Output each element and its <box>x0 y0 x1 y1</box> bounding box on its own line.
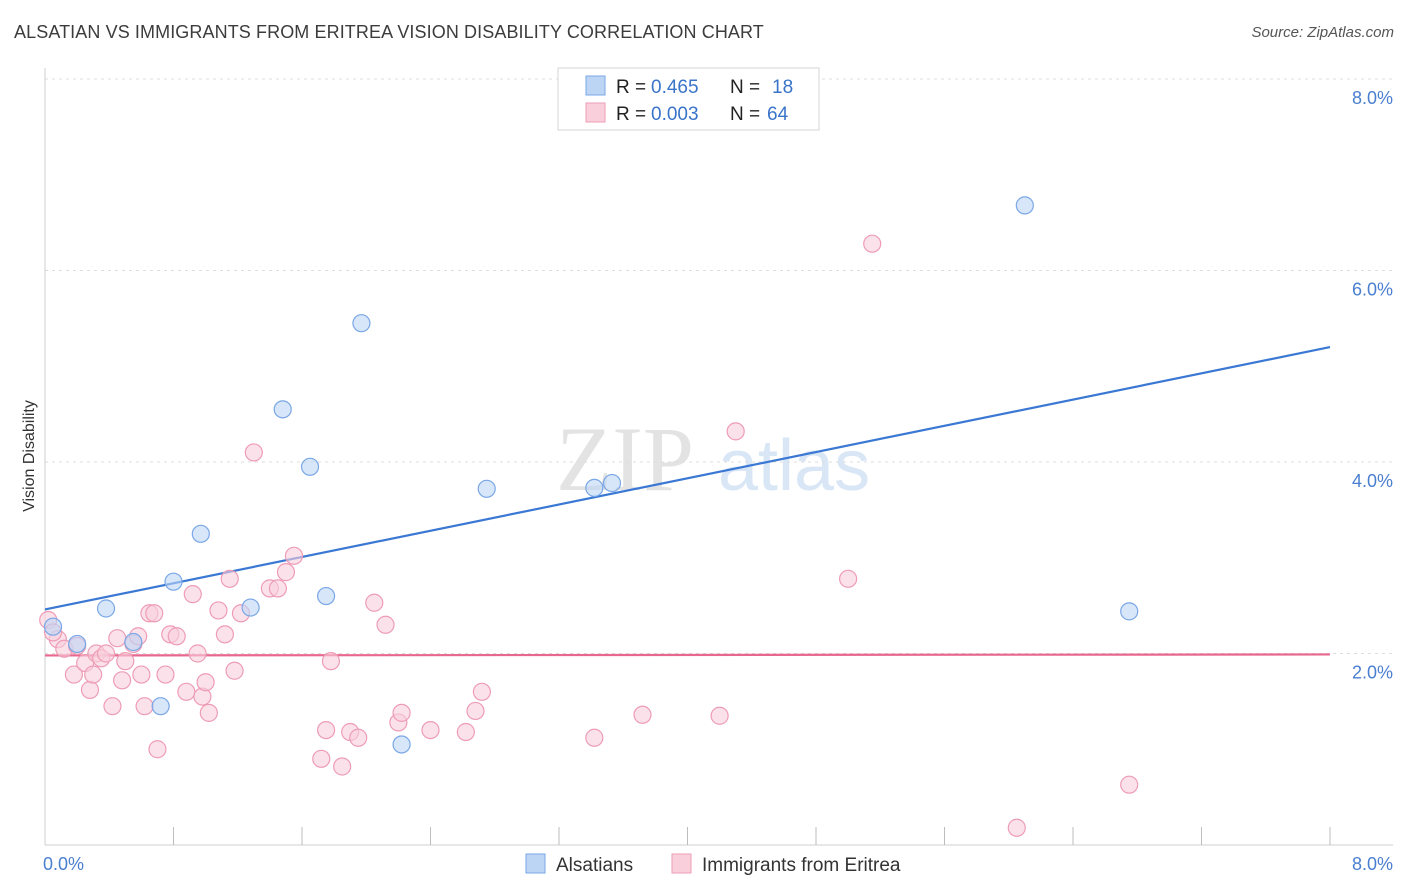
bottom-legend-swatch-alsatians <box>525 853 546 874</box>
eritrea-point-60 <box>1007 818 1026 837</box>
legend-n-value-1: 18 <box>772 77 793 98</box>
eritrea-point-43 <box>333 757 352 776</box>
eritrea-point-59 <box>863 234 882 253</box>
eritrea-point-37 <box>268 579 288 598</box>
eritrea-point-31 <box>215 625 234 644</box>
eritrea-point-30 <box>209 601 228 620</box>
eritrea-point-21 <box>156 665 175 684</box>
alsatian-point-13 <box>477 479 496 498</box>
eritrea-point-35 <box>244 443 263 462</box>
watermark-zip: ZIP <box>556 408 694 510</box>
source-label: Source: ZipAtlas.com <box>1251 24 1394 41</box>
alsatian-point-12 <box>392 735 411 754</box>
y-tick-label-3: 8.0% <box>1352 88 1393 108</box>
eritrea-point-24 <box>177 682 196 701</box>
y-tick-labels: 2.0% 4.0% 6.0% 8.0% <box>1352 88 1393 683</box>
alsatian-point-7 <box>241 598 260 617</box>
legend-swatch-eritrea <box>585 102 606 123</box>
eritrea-point-10 <box>96 644 116 663</box>
top-legend: R = 0.465 N = 18 R = 0.003 N = 64 <box>557 67 820 131</box>
eritrea-point-63 <box>112 671 132 690</box>
x-tick-label-0: 0.0% <box>43 854 84 874</box>
alsatian-point-17 <box>1120 602 1139 621</box>
legend-r-label-1: R = <box>616 77 646 98</box>
legend-n-label-1: N = <box>730 77 760 98</box>
eritrea-point-45 <box>349 728 368 747</box>
eritrea-point-28 <box>196 673 215 692</box>
trend-line-alsatians <box>44 346 1331 611</box>
data-points <box>39 196 1139 837</box>
eritrea-point-23 <box>167 627 186 646</box>
eritrea-point-20 <box>148 740 167 759</box>
eritrea-point-13 <box>116 652 135 671</box>
eritrea-point-11 <box>103 697 122 716</box>
bottom-legend-eritrea: Immigrants from Eritrea <box>702 855 901 876</box>
bottom-legend: Alsatians Immigrants from Eritrea <box>525 853 901 876</box>
bottom-legend-swatch-eritrea <box>671 853 692 874</box>
eritrea-point-46 <box>365 593 384 612</box>
alsatian-point-5 <box>164 572 183 591</box>
legend-r-value-1: 0.465 <box>651 77 699 98</box>
eritrea-point-58 <box>839 569 858 588</box>
eritrea-point-47 <box>376 615 395 634</box>
eritrea-point-7 <box>84 665 103 684</box>
eritrea-point-56 <box>710 706 729 725</box>
alsatian-point-15 <box>602 473 622 493</box>
legend-n-value-2: 64 <box>767 104 789 125</box>
eritrea-point-12 <box>108 629 127 648</box>
eritrea-point-57 <box>726 422 745 441</box>
eritrea-point-38 <box>276 563 296 582</box>
alsatian-point-3 <box>124 632 143 652</box>
alsatian-point-1 <box>68 634 87 654</box>
alsatian-point-8 <box>273 400 292 419</box>
trend-lines <box>44 346 1331 657</box>
eritrea-point-50 <box>421 720 440 740</box>
alsatian-point-10 <box>316 586 336 606</box>
eritrea-point-16 <box>132 665 151 684</box>
y-tick-label-2: 6.0% <box>1352 280 1393 300</box>
legend-swatch-alsatians <box>585 75 606 96</box>
eritrea-point-49 <box>392 703 411 722</box>
alsatian-point-0 <box>43 617 63 636</box>
eritrea-point-40 <box>312 749 331 768</box>
alsatian-point-16 <box>1015 196 1034 215</box>
alsatian-point-2 <box>96 599 116 618</box>
y-tick-label-1: 4.0% <box>1352 471 1393 491</box>
eritrea-point-25 <box>183 585 202 604</box>
eritrea-point-54 <box>585 728 604 747</box>
eritrea-point-26 <box>188 644 207 663</box>
alsatian-point-6 <box>191 524 210 543</box>
trend-line-eritrea <box>44 653 1331 657</box>
alsatian-point-4 <box>151 697 170 716</box>
legend-n-label-2: N = <box>730 104 760 125</box>
axes <box>44 68 1393 846</box>
eritrea-point-6 <box>80 680 100 699</box>
legend-r-label-2: R = <box>616 104 646 125</box>
eritrea-point-17 <box>135 697 154 716</box>
eritrea-point-52 <box>466 701 485 721</box>
y-tick-label-0: 2.0% <box>1352 663 1393 683</box>
alsatian-point-11 <box>352 314 371 333</box>
eritrea-point-33 <box>225 661 244 680</box>
eritrea-point-19 <box>145 604 164 623</box>
eritrea-point-55 <box>633 705 652 724</box>
eritrea-point-51 <box>456 722 475 742</box>
eritrea-point-3 <box>64 665 84 684</box>
alsatian-point-9 <box>300 457 320 476</box>
eritrea-point-53 <box>472 682 491 701</box>
eritrea-point-32 <box>220 569 239 588</box>
legend-r-value-2: 0.003 <box>651 104 699 125</box>
y-axis-label: Vision Disability <box>21 400 38 512</box>
bottom-legend-alsatians: Alsatians <box>556 855 633 876</box>
alsatian-point-14 <box>585 478 604 497</box>
eritrea-point-39 <box>284 546 304 565</box>
eritrea-point-61 <box>1120 775 1139 794</box>
x-tick-labels: 0.0% 8.0% <box>43 854 1393 874</box>
chart-title: ALSATIAN VS IMMIGRANTS FROM ERITREA VISI… <box>14 22 764 42</box>
eritrea-point-41 <box>316 720 336 740</box>
x-tick-label-1: 8.0% <box>1352 854 1393 874</box>
eritrea-point-42 <box>321 652 341 671</box>
eritrea-point-29 <box>199 703 218 722</box>
